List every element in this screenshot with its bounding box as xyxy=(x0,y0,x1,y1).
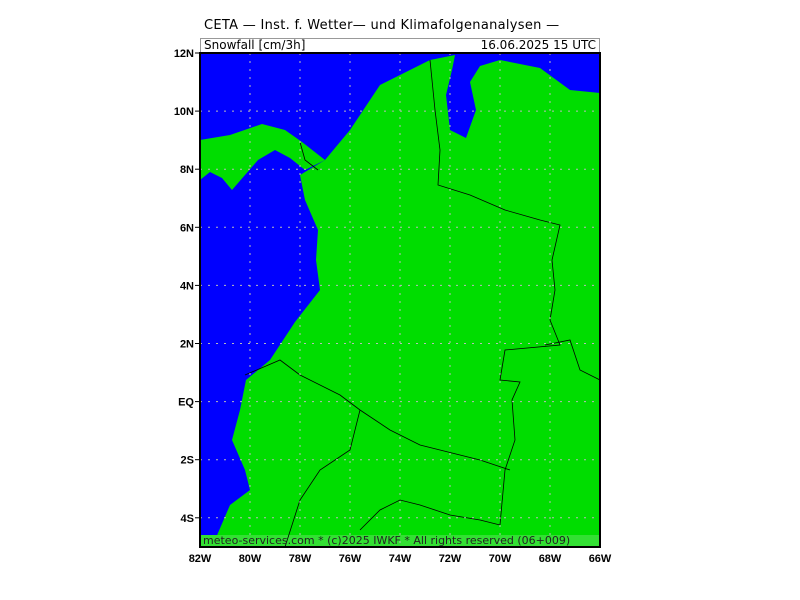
lon-label: 70W xyxy=(489,553,512,565)
lon-label: 74W xyxy=(389,553,412,565)
lat-label: 6N xyxy=(180,222,194,234)
credit-text: meteo-services.com * (c)2025 IWKF * All … xyxy=(203,534,571,547)
lat-label: 2N xyxy=(180,339,194,351)
lon-label: 80W xyxy=(239,553,262,565)
lat-label: 12N xyxy=(174,48,194,60)
map-title: CETA — Inst. f. Wetter— und Klimafolgena… xyxy=(204,18,560,33)
lon-label: 78W xyxy=(289,553,312,565)
lon-label: 82W xyxy=(189,553,212,565)
valid-time: 16.06.2025 15 UTC xyxy=(480,38,596,52)
lon-label: 76W xyxy=(339,553,362,565)
lon-label: 72W xyxy=(439,553,462,565)
land-panama xyxy=(200,124,325,190)
lat-label: 4N xyxy=(180,280,194,292)
lat-label: 8N xyxy=(180,164,194,176)
graticule xyxy=(200,53,600,547)
lat-label: EQ xyxy=(178,397,194,409)
lat-label: 10N xyxy=(174,106,194,118)
country-borders xyxy=(244,59,601,548)
lat-label: 4S xyxy=(181,513,194,525)
land-south-america xyxy=(212,55,600,547)
variable-label: Snowfall [cm/3h] xyxy=(204,38,306,52)
map-frame xyxy=(199,52,601,548)
lat-label: 2S xyxy=(181,455,194,467)
lon-label: 68W xyxy=(539,553,562,565)
lon-label: 66W xyxy=(589,553,612,565)
